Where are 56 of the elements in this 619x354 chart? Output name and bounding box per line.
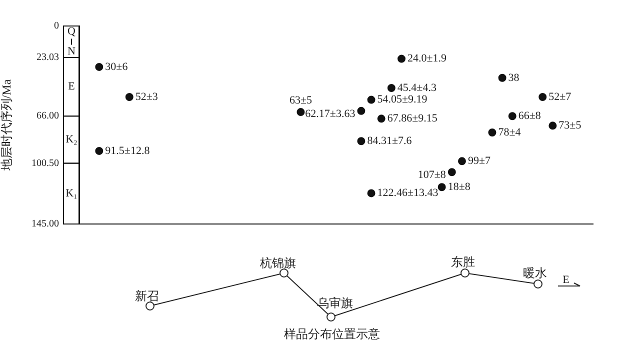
point [508,112,516,120]
point [398,54,406,63]
data-label: 78±4 [498,126,522,138]
data-label: 45.4±4.3 [397,82,437,94]
point [367,96,376,104]
text: 杭锦旗 [259,256,296,270]
text: 暖水 [523,266,547,280]
point [367,189,376,198]
point [488,128,496,137]
data-label: 63±5 [289,94,312,106]
y-tick-label: 23.03 [36,52,59,64]
data-label: 67.86±9.15 [387,112,438,125]
text: 东胜 [451,255,475,269]
point [296,108,305,116]
text: E [68,80,76,93]
y-tick-label: 0 [54,20,59,32]
text: K₂ [66,134,78,146]
text: 样品分布位置示意 [284,327,380,341]
data-label: 52±3 [135,90,158,103]
text: N [68,46,76,58]
text: E [562,274,570,286]
point [95,62,104,71]
point [538,93,547,102]
data-label: 84.31±7.6 [367,135,412,148]
y-tick-label: 66.00 [36,110,59,122]
data-label: 38 [508,72,520,84]
data-label: 30±6 [105,60,128,73]
data-label: 66±8 [518,110,542,122]
y-tick-label: 100.50 [32,158,59,169]
text: Q [68,26,76,38]
y-tick-label: 145.00 [32,218,59,230]
data-label: 24.0±1.9 [408,52,448,65]
text: K₁ [66,188,78,200]
point [357,106,366,115]
text: 新召 [135,289,159,303]
data-label: 54.05±9.19 [377,94,428,106]
point [438,183,446,192]
data-label: 52±7 [548,90,572,103]
point [377,114,386,123]
data-label: 62.17±3.63 [305,108,356,120]
point [125,93,134,102]
data-label: 18±8 [448,181,471,194]
point [95,146,104,155]
point [548,122,557,130]
point [387,84,396,92]
point [357,137,366,146]
data-label: 73±5 [558,120,582,132]
data-label: 91.5±12.8 [105,144,150,157]
text: 乌审旗 [317,296,353,310]
data-label: 99±7 [468,155,492,168]
data-label: 107±8 [418,169,446,181]
y-axis-title: 地层时代序列/Ma [0,78,14,172]
point [448,168,456,176]
point [458,157,466,166]
data-label: 122.46±13.43 [377,187,439,200]
point [498,74,506,82]
